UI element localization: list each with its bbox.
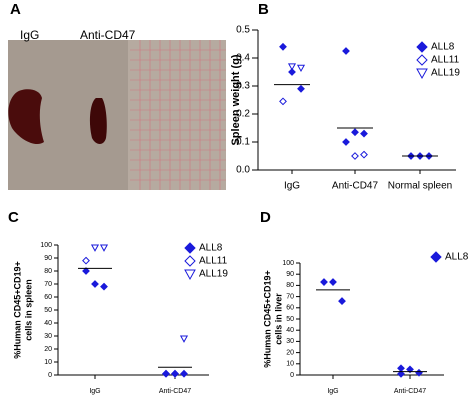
marker (320, 278, 328, 286)
legend-label: ALL8 (431, 42, 455, 53)
marker (90, 244, 100, 252)
panel-label: C (8, 209, 19, 226)
x-tick-label: IgG (89, 388, 100, 395)
marker (288, 68, 296, 76)
y-tick-label: 70 (286, 293, 294, 300)
y-tick-label: 50 (44, 307, 52, 314)
y-tick-label: 70 (44, 281, 52, 288)
y-tick-label: 100 (282, 260, 294, 267)
photo-label: IgG (20, 28, 39, 42)
marker (342, 47, 350, 55)
y-tick-label: 20 (44, 346, 52, 353)
y-tick-label: 20 (286, 349, 294, 356)
marker (180, 369, 188, 378)
marker (296, 64, 306, 73)
marker (297, 84, 305, 93)
y-tick-label: 0.4 (236, 53, 250, 64)
y-tick-label: 60 (44, 294, 52, 301)
marker (351, 152, 359, 160)
marker (279, 42, 287, 51)
y-tick-label: 80 (44, 268, 52, 275)
y-tick-label: 0.3 (236, 81, 250, 92)
marker (82, 267, 90, 275)
y-axis-label: %Human CD45+CD19+ (12, 261, 22, 359)
marker (82, 256, 90, 265)
y-tick-label: 50 (286, 316, 294, 323)
y-axis-label: cells in liver (273, 293, 283, 345)
x-tick-label: IgG (327, 388, 338, 395)
y-tick-label: 0.1 (236, 137, 250, 148)
legend-label: ALL19 (199, 269, 228, 280)
marker (360, 129, 368, 138)
marker (397, 369, 405, 378)
legend-label: ALL11 (431, 55, 460, 66)
y-tick-label: 30 (44, 333, 52, 340)
marker (360, 150, 368, 159)
grid-paper (130, 40, 226, 190)
y-tick-label: 60 (286, 305, 294, 312)
marker (329, 278, 337, 286)
spleen (89, 98, 107, 144)
legend-label: ALL11 (199, 256, 228, 267)
legend-label: ALL8 (445, 252, 469, 263)
y-tick-label: 0.5 (236, 25, 250, 36)
x-tick-label: Normal spleen (388, 181, 452, 192)
y-axis-label: %Human CD45+CD19+ (262, 270, 272, 368)
marker (184, 269, 196, 281)
marker (406, 365, 414, 374)
marker (162, 369, 170, 378)
legend-label: ALL8 (199, 243, 223, 254)
y-tick-label: 80 (286, 282, 294, 289)
y-tick-label: 0.0 (236, 165, 250, 176)
marker (416, 54, 428, 66)
y-axis-label: Spleen weight (g) (230, 54, 242, 145)
marker (91, 280, 99, 288)
panel-label: D (260, 209, 271, 226)
panel-label: A (10, 1, 21, 18)
marker (430, 251, 442, 263)
marker (179, 335, 189, 343)
y-tick-label: 0.2 (236, 109, 250, 120)
y-tick-label: 10 (286, 361, 294, 368)
marker (184, 242, 196, 254)
photo-label: Anti-CD47 (80, 28, 136, 42)
x-tick-label: Anti-CD47 (159, 388, 191, 395)
marker (416, 41, 428, 53)
x-tick-label: IgG (284, 181, 300, 192)
marker (99, 244, 109, 252)
marker (171, 369, 179, 378)
spleen (8, 89, 44, 145)
y-tick-label: 10 (44, 359, 52, 366)
y-tick-label: 90 (286, 271, 294, 278)
y-tick-label: 0 (290, 372, 294, 379)
y-tick-label: 30 (286, 338, 294, 345)
y-tick-label: 90 (44, 255, 52, 262)
marker (416, 68, 428, 80)
marker (279, 97, 287, 106)
y-tick-label: 40 (286, 327, 294, 334)
y-tick-label: 0 (48, 372, 52, 379)
x-tick-label: Anti-CD47 (332, 181, 379, 192)
y-tick-label: 100 (40, 242, 52, 249)
marker (184, 255, 196, 267)
marker (338, 297, 346, 305)
marker (100, 282, 108, 291)
marker (351, 128, 359, 137)
panel-label: B (258, 1, 269, 18)
y-axis-label: cells in spleen (23, 279, 33, 341)
legend-label: ALL19 (431, 68, 460, 79)
x-tick-label: Anti-CD47 (394, 388, 426, 395)
marker (287, 63, 297, 71)
y-tick-label: 40 (44, 320, 52, 327)
marker (342, 138, 350, 146)
